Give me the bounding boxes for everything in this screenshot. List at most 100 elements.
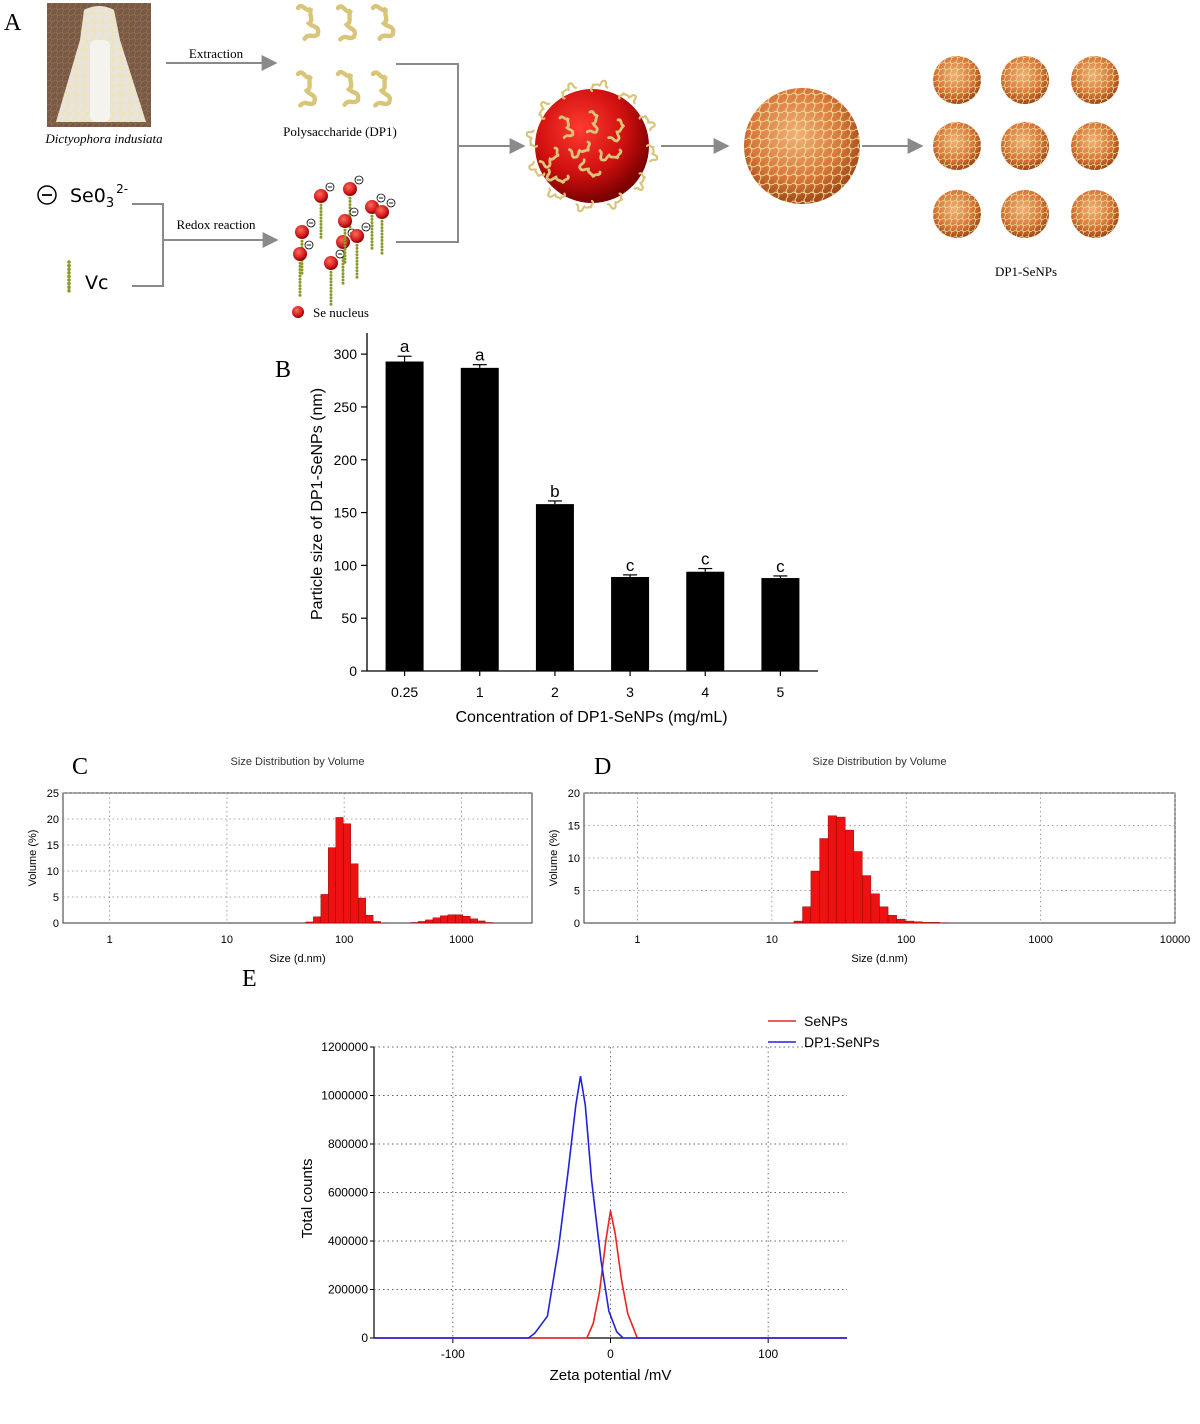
- histogram-bar: [343, 823, 351, 924]
- se-nucleus-icon: [343, 182, 357, 196]
- polysaccharide-chain-icon: [295, 70, 317, 108]
- selenite-label: Se032-: [70, 182, 128, 211]
- x-tick-label: 10: [766, 934, 778, 946]
- histogram-bar: [930, 922, 940, 924]
- histogram-bar: [470, 918, 478, 924]
- histogram-bar: [410, 922, 419, 924]
- y-axis-label: Total counts: [299, 1158, 316, 1238]
- x-tick-label: -100: [441, 1347, 465, 1361]
- polysaccharide-chain-icon: [537, 100, 551, 120]
- bar: [385, 361, 424, 671]
- polysaccharide-chain-icon: [538, 146, 560, 169]
- bar: [611, 576, 650, 671]
- histogram-bar: [313, 916, 322, 924]
- polysaccharide-chain-icon: [370, 3, 396, 41]
- panel-b-bar-chart: B 0 50 100 150 200 250 300 a 0.25 a 1 b 2 c 3 c 4 c 5 Conce…: [275, 333, 818, 726]
- bar: [761, 578, 800, 671]
- y-tick-label: 1200000: [321, 1040, 368, 1054]
- panel-label-c: C: [72, 754, 88, 780]
- y-tick-label: 20: [47, 814, 59, 826]
- panel-a-scheme: A Dictyophora indusiata Extraction Polys…: [4, 3, 1119, 320]
- panel-label-d: D: [594, 754, 611, 780]
- y-tick-label: 600000: [328, 1186, 368, 1200]
- x-tick-label: 1: [634, 934, 640, 946]
- y-axis-label: Volume (%): [548, 830, 560, 887]
- y-tick-label: 1000000: [321, 1089, 368, 1103]
- coated-nanoparticle: [744, 88, 860, 204]
- panel-label-e: E: [242, 966, 257, 992]
- x-tick-label: 100: [758, 1347, 778, 1361]
- panel-c-size-distribution: C 1 10 100 1000 0 5 10 15 20 25 Size Distribution …: [27, 754, 533, 965]
- histogram-bar: [922, 922, 932, 924]
- polysaccharide-chain-icon: [585, 110, 599, 134]
- histogram-bar: [862, 875, 872, 924]
- polysaccharide-chain-icon: [568, 140, 591, 159]
- y-tick-label: 10: [568, 853, 580, 865]
- histogram-bar: [320, 894, 329, 924]
- y-tick-label: 800000: [328, 1137, 368, 1151]
- redox-label: Redox reaction: [176, 217, 256, 232]
- nanoparticle-grid: [933, 56, 1119, 238]
- histogram-bar: [432, 917, 441, 924]
- merge-bracket: [396, 63, 459, 243]
- y-tick-label: 50: [341, 610, 357, 626]
- histogram-bar: [350, 863, 359, 924]
- histogram-bar: [896, 918, 906, 924]
- polysaccharide-chain-icon: [558, 115, 575, 139]
- histogram-bar: [305, 921, 314, 924]
- x-axis-label: Size (d.nm): [851, 953, 907, 965]
- polysaccharide-chain-icon: [578, 158, 602, 178]
- histogram-bar: [853, 851, 863, 924]
- polysaccharide-chain-icon: [528, 160, 546, 178]
- polysaccharide-chain-icon: [525, 129, 539, 149]
- extraction-label: Extraction: [189, 46, 244, 61]
- y-tick-label: 0: [349, 663, 357, 679]
- x-tick-label: 4: [701, 684, 709, 700]
- panel-d-size-distribution: D 1 10 100 1000 10000 0 5 10 15 20 Size Distributi…: [548, 754, 1190, 965]
- se-nucleus-icon: [336, 235, 350, 249]
- y-tick-label: 15: [47, 840, 59, 852]
- x-tick-label: 1: [476, 684, 484, 700]
- product-label: DP1-SeNPs: [995, 264, 1057, 279]
- histogram-bar: [844, 829, 854, 924]
- y-tick-label: 100: [334, 557, 358, 573]
- histogram-bar: [455, 914, 464, 924]
- polysaccharide-chain-icon: [335, 4, 357, 42]
- histogram-bar: [836, 816, 846, 924]
- se-nuclei-cluster: [293, 175, 396, 306]
- histogram-bar: [904, 920, 914, 924]
- histogram-bar: [358, 897, 366, 924]
- histogram-bar: [793, 920, 803, 924]
- histogram-bar: [365, 915, 374, 924]
- y-axis-label: Volume (%): [27, 830, 39, 887]
- significance-letter: b: [550, 482, 559, 501]
- x-tick-label: 2: [551, 684, 559, 700]
- series-line-senps: [374, 1210, 847, 1339]
- polysaccharide-chain-icon: [560, 82, 578, 100]
- x-tick-label: 5: [777, 684, 785, 700]
- source-label: Dictyophora indusiata: [44, 131, 163, 146]
- polysaccharide-chain-icon: [575, 199, 595, 213]
- reactant-bracket: [132, 203, 164, 287]
- significance-letter: c: [776, 557, 785, 576]
- se-nucleus-icon: [350, 229, 364, 243]
- panel-label-b: B: [275, 357, 291, 383]
- bar: [535, 504, 574, 671]
- se-nucleus-icon: [375, 205, 389, 219]
- histogram-bar: [372, 921, 381, 924]
- y-tick-label: 150: [334, 505, 358, 521]
- se-nucleus-icon: [293, 247, 307, 261]
- polysaccharide-chain-icon: [598, 148, 623, 162]
- histogram-bar: [819, 838, 829, 924]
- polysaccharide-chain-icon: [607, 118, 626, 143]
- x-axis-label: Concentration of DP1-SeNPs (mg/mL): [455, 709, 727, 726]
- chart-title: Size Distribution by Volume: [231, 756, 365, 768]
- y-tick-label: 200000: [328, 1283, 368, 1297]
- histogram-bar: [335, 817, 344, 924]
- x-tick-label: 1: [107, 934, 113, 946]
- vc-chain-icon: [67, 260, 71, 293]
- y-tick-label: 0: [53, 918, 59, 930]
- chart-title: Size Distribution by Volume: [813, 756, 947, 768]
- polysaccharide-chain-icon: [370, 70, 392, 108]
